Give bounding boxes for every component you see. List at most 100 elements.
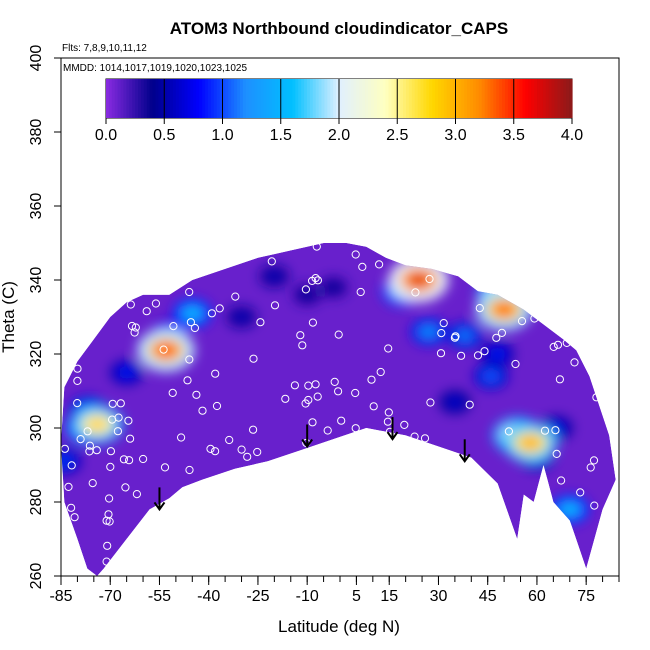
colorbar-segment — [481, 79, 486, 118]
observation-point — [334, 330, 343, 339]
colorbar-tick-label: 3.5 — [503, 127, 525, 144]
observation-point — [334, 387, 343, 396]
colorbar-segment — [426, 79, 430, 118]
colorbar-segment — [435, 79, 439, 118]
colorbar-segment — [269, 79, 273, 118]
hotspot-core — [422, 328, 435, 336]
observation-point — [102, 557, 111, 566]
observation-point — [308, 276, 317, 285]
observation-point — [160, 463, 170, 472]
colorbar-segment — [385, 79, 390, 118]
colorbar-segment — [510, 79, 515, 118]
colorbar-segment — [548, 79, 553, 118]
colorbar-segment — [496, 79, 500, 118]
colorbar-segment — [222, 79, 227, 118]
colorbar-segment — [507, 79, 512, 118]
observation-point — [570, 358, 579, 367]
observation-point — [124, 416, 133, 425]
colorbar-segment — [405, 79, 410, 118]
colorbar-segment — [344, 79, 349, 118]
colorbar-segment — [242, 79, 247, 118]
observation-point — [400, 420, 409, 429]
colorbar-segment — [478, 79, 483, 118]
observation-point — [480, 347, 489, 356]
colorbar-segment — [551, 79, 556, 118]
observation-point — [576, 488, 585, 497]
hotspot-core — [185, 309, 199, 318]
colorbar-segment — [336, 79, 340, 118]
observation-point — [553, 340, 563, 349]
x-axis: -85 -70 -55 -40 -25 -10 5 15 30 45 60 75 — [49, 576, 620, 605]
colorbar-segment — [461, 79, 465, 118]
observation-point — [330, 377, 339, 386]
down-arrow — [301, 424, 313, 449]
observation-point — [384, 344, 393, 353]
down-arrow — [386, 417, 399, 441]
colorbar-segment — [239, 79, 244, 118]
colorbar-segment — [493, 79, 497, 118]
colorbar-segment — [531, 79, 535, 118]
colorbar-segment — [365, 79, 369, 118]
colorbar-segment — [487, 79, 492, 118]
colorbar-segment — [423, 79, 427, 118]
colorbar-segment — [350, 79, 355, 118]
colorbar-segment — [132, 79, 136, 118]
colorbar-segment — [158, 79, 162, 118]
observation-point — [356, 287, 365, 297]
colorbar-tick-label: 0.0 — [95, 127, 117, 144]
colorbar-segment — [324, 79, 328, 118]
hotspot-core — [492, 350, 503, 358]
observation-point — [211, 369, 220, 378]
observation-point — [475, 304, 484, 313]
colorbar-segment — [178, 79, 183, 118]
colorbar-segment — [289, 79, 293, 118]
colorbar-segment — [274, 79, 279, 118]
colorbar-segment — [356, 79, 360, 118]
y-tick-label: 400 — [28, 45, 45, 72]
observation-point — [517, 317, 527, 326]
colorbar-segment — [193, 79, 197, 118]
colorbar-segment — [263, 79, 267, 118]
observation-point — [132, 490, 141, 499]
x-tick-label: -85 — [49, 588, 72, 605]
colorbar-segment — [371, 79, 375, 118]
x-tick-label: -25 — [246, 588, 269, 605]
colorbar-tick-label: 2.0 — [328, 127, 350, 144]
colorbar-segment — [315, 79, 320, 118]
colorbar-segment — [120, 79, 125, 118]
hotspot-core — [449, 398, 461, 406]
observation-point — [103, 541, 112, 550]
hotspot-core — [408, 273, 429, 287]
y-axis: 260 280 300 320 340 360 380 400 — [28, 45, 61, 589]
colorbar-segment — [126, 79, 130, 118]
observation-point — [590, 501, 599, 510]
observation-point — [131, 323, 140, 332]
colorbar-segment — [452, 79, 457, 118]
observation-point — [308, 418, 317, 427]
x-tick-label: 45 — [479, 588, 497, 605]
observation-point — [549, 342, 558, 351]
observation-point — [177, 433, 186, 442]
down-arrow — [458, 439, 471, 464]
colorbar-segment — [458, 79, 462, 118]
observation-point — [457, 351, 466, 360]
colorbar-segment — [557, 79, 561, 118]
observation-point — [497, 328, 506, 337]
hotspot-core — [88, 418, 106, 430]
observation-point — [126, 434, 135, 443]
observation-point — [243, 452, 252, 461]
observation-point — [102, 516, 111, 525]
observation-point — [313, 392, 322, 401]
observation-point — [313, 276, 322, 285]
colorbar-segment — [272, 79, 276, 118]
colorbar-segment — [277, 79, 282, 118]
y-axis-label: Theta (C) — [0, 281, 18, 353]
colorbar-segment — [292, 79, 296, 118]
x-tick-label: -40 — [197, 588, 220, 605]
colorbar-segment — [135, 79, 139, 118]
colorbar-segment — [106, 79, 110, 118]
colorbar-segment — [298, 79, 302, 118]
colorbar-segment — [280, 79, 285, 118]
colorbar-segment — [190, 79, 194, 118]
observation-point — [186, 318, 195, 327]
